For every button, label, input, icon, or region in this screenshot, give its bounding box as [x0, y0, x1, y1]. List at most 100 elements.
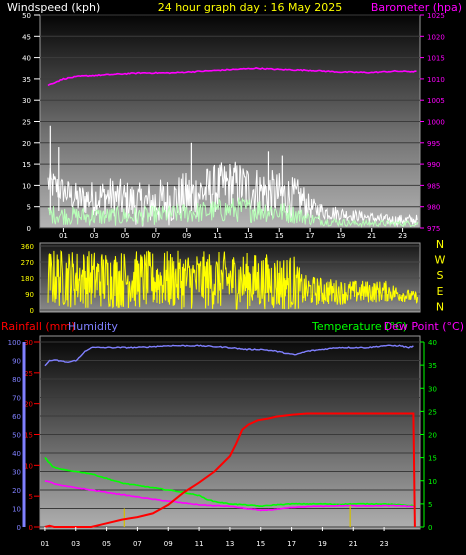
humidity-y-tick: 80 — [12, 376, 21, 384]
rain-y-tick: 25 — [24, 370, 33, 378]
wind-x-tick: 01 — [59, 232, 68, 240]
temperature-y-tick: 5 — [428, 501, 432, 509]
chart-title: 24 hour graph day : 16 May 2025 — [158, 1, 343, 14]
barometer-series — [47, 66, 417, 87]
wind-y-tick: 10 — [22, 182, 31, 190]
wind-y-tick: 15 — [22, 161, 31, 169]
rain-x-tick: 07 — [133, 540, 142, 548]
rain-y-tick: 5 — [29, 493, 33, 501]
rain-x-tick: 13 — [225, 540, 234, 548]
wind-x-tick: 07 — [151, 232, 160, 240]
compass-label: W — [435, 254, 446, 267]
barometer-y-tick: 995 — [427, 140, 440, 148]
temperature-axis-label: Temperature (°C) — [311, 320, 407, 333]
average-wind-series — [47, 197, 419, 229]
rain-x-tick: 17 — [287, 540, 296, 548]
barometer-y-tick: 1010 — [427, 76, 445, 84]
temperature-y-tick: 25 — [428, 408, 437, 416]
temperature-y-tick: 0 — [428, 524, 432, 532]
humidity-y-tick: 10 — [12, 506, 21, 514]
rain-x-tick: 19 — [318, 540, 327, 548]
rain-y-tick: 0 — [29, 524, 33, 532]
direction-y-tick: 360 — [21, 243, 34, 251]
rain-x-tick: 01 — [40, 540, 49, 548]
humidity-y-tick: 60 — [12, 413, 21, 421]
barometer-y-tick: 1015 — [427, 55, 445, 63]
rain-y-tick: 15 — [24, 432, 33, 440]
direction-series — [47, 249, 419, 310]
barometer-y-tick: 1020 — [427, 33, 445, 41]
humidity-y-tick: 20 — [12, 487, 21, 495]
temperature-y-tick: 15 — [428, 455, 437, 463]
wind-x-tick: 15 — [275, 232, 284, 240]
barometer-y-tick: 980 — [427, 204, 440, 212]
humidity-y-tick: 70 — [12, 395, 21, 403]
wind-y-tick: 5 — [27, 204, 31, 212]
rain-x-tick: 23 — [380, 540, 389, 548]
rain-y-tick: 10 — [24, 462, 33, 470]
compass-label: S — [437, 269, 444, 282]
wind-y-tick: 20 — [22, 140, 31, 148]
wind-x-tick: 13 — [244, 232, 253, 240]
humidity-y-tick: 30 — [12, 469, 21, 477]
humidity-y-tick: 100 — [8, 339, 21, 347]
rain-x-tick: 09 — [164, 540, 173, 548]
humidity-y-tick: 90 — [12, 358, 21, 366]
rain-x-tick: 11 — [195, 540, 204, 548]
temperature-y-tick: 40 — [428, 339, 437, 347]
rain-x-tick: 05 — [102, 540, 111, 548]
direction-y-tick: 270 — [21, 259, 34, 267]
barometer-y-tick: 985 — [427, 182, 440, 190]
barometer-y-tick: 1005 — [427, 97, 445, 105]
temperature-series — [44, 457, 414, 508]
windspeed-axis-label: Windspeed (kph) — [7, 1, 100, 14]
direction-y-tick: 90 — [25, 291, 34, 299]
wind-x-tick: 17 — [306, 232, 315, 240]
barometer-y-tick: 990 — [427, 161, 440, 169]
wind-x-tick: 03 — [90, 232, 99, 240]
compass-label: E — [437, 285, 444, 298]
wind-x-tick: 09 — [182, 232, 191, 240]
humidity-y-tick: 50 — [12, 432, 21, 440]
compass-label: N — [436, 238, 444, 251]
wind-y-tick: 45 — [22, 33, 31, 41]
rain-x-tick: 15 — [256, 540, 265, 548]
wind-y-tick: 35 — [22, 76, 31, 84]
humidity-series — [44, 344, 414, 367]
rain-y-tick: 20 — [24, 401, 33, 409]
humidity-y-tick: 0 — [17, 524, 21, 532]
dewpoint-series — [44, 480, 414, 512]
wind-y-tick: 0 — [27, 225, 31, 233]
barometer-axis-label: Barometer (hpa) — [371, 1, 462, 14]
humidity-axis-label: Humidity — [68, 320, 118, 333]
rain-x-tick: 03 — [71, 540, 80, 548]
wind-x-tick: 19 — [336, 232, 345, 240]
wind-y-tick: 25 — [22, 119, 31, 127]
temperature-y-tick: 35 — [428, 362, 437, 370]
humidity-y-tick: 40 — [12, 450, 21, 458]
barometer-y-tick: 975 — [427, 225, 440, 233]
direction-y-tick: 0 — [30, 307, 34, 315]
rain-y-tick: 30 — [24, 339, 33, 347]
compass-label: N — [436, 300, 444, 313]
wind-y-tick: 30 — [22, 97, 31, 105]
barometer-y-tick: 1025 — [427, 12, 445, 20]
dewpoint-axis-label: Dew Point (°C) — [384, 320, 464, 333]
wind-y-tick: 40 — [22, 55, 31, 63]
wind-x-tick: 23 — [398, 232, 407, 240]
rainfall-axis-label: Rainfall (mm) — [1, 320, 75, 333]
temperature-y-tick: 30 — [428, 385, 437, 393]
rain-temp-plot-area — [39, 335, 421, 530]
wind-x-tick: 21 — [367, 232, 376, 240]
gust-series — [47, 161, 418, 228]
temperature-y-tick: 20 — [428, 432, 437, 440]
direction-y-tick: 180 — [21, 275, 34, 283]
wind-y-tick: 50 — [22, 12, 31, 20]
rainfall-series — [44, 412, 416, 528]
wind-x-tick: 11 — [213, 232, 222, 240]
barometer-y-tick: 1000 — [427, 119, 445, 127]
wind-x-tick: 05 — [121, 232, 130, 240]
rain-x-tick: 21 — [349, 540, 358, 548]
temperature-y-tick: 10 — [428, 478, 437, 486]
